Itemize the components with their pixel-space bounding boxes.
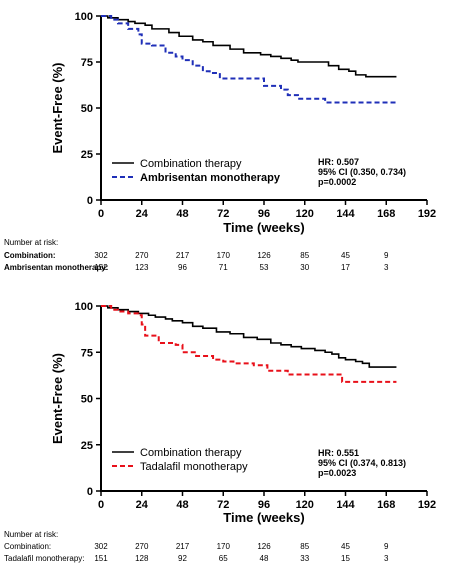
risk-value: 9 (384, 251, 389, 260)
risk-value: 65 (219, 554, 228, 563)
risk-value: 151 (94, 554, 108, 563)
x-axis-title: Time (weeks) (223, 510, 304, 525)
risk-value: 45 (341, 251, 350, 260)
legend-label: Combination therapy (140, 447, 242, 459)
risk-value: 270 (135, 542, 149, 551)
risk-value: 302 (94, 251, 108, 260)
risk-value: 9 (384, 542, 389, 551)
risk-row-label: Ambrisentan monotherapy: (4, 263, 108, 272)
risk-value: 15 (341, 554, 350, 563)
stats-annotation: 95% CI (0.350, 0.734) (318, 167, 406, 177)
chart-panel-1: 0 25 50 75 100 0 24 48 72 96 120 144 168 192 Time (wee… (4, 11, 436, 272)
risk-value: 85 (300, 251, 309, 260)
risk-value: 33 (300, 554, 309, 563)
risk-value: 53 (260, 263, 269, 272)
y-tick-label: 25 (81, 440, 93, 452)
risk-value: 85 (300, 542, 309, 551)
y-tick-label: 100 (75, 301, 93, 313)
y-tick-label: 0 (87, 195, 93, 207)
y-axis-title: Event-Free (%) (50, 62, 65, 153)
risk-row-label: Combination: (4, 542, 51, 551)
risk-value: 45 (341, 542, 350, 551)
risk-value: 152 (94, 263, 108, 272)
series-line-1 (101, 15, 397, 78)
x-tick-label: 0 (98, 499, 104, 511)
chart-panel-2: 0 25 50 75 100 0 24 48 72 96 120 144 168 192 Time (wee… (4, 301, 436, 563)
y-tick-label: 75 (81, 57, 93, 69)
x-tick-label: 48 (176, 208, 188, 220)
risk-value: 71 (219, 263, 228, 272)
x-tick-label: 144 (336, 208, 355, 220)
legend-label: Ambrisentan monotherapy (140, 172, 281, 184)
x-tick-label: 168 (377, 208, 395, 220)
risk-value: 270 (135, 251, 149, 260)
stats-annotation: p=0.0023 (318, 468, 356, 478)
risk-value: 128 (135, 554, 149, 563)
y-tick-label: 50 (81, 103, 93, 115)
risk-value: 96 (178, 263, 187, 272)
y-tick-label: 0 (87, 486, 93, 498)
x-tick-label: 24 (136, 499, 149, 511)
risk-value: 126 (257, 251, 271, 260)
y-tick-label: 25 (81, 149, 93, 161)
legend-label: Combination therapy (140, 158, 242, 170)
legend-label: Tadalafil monotherapy (140, 461, 248, 473)
risk-table-header: Number at risk: (4, 530, 58, 539)
risk-value: 302 (94, 542, 108, 551)
risk-value: 30 (300, 263, 309, 272)
risk-table-header: Number at risk: (4, 238, 58, 247)
x-axis-title: Time (weeks) (223, 220, 304, 235)
risk-value: 126 (257, 542, 271, 551)
x-tick-label: 144 (336, 499, 355, 511)
x-tick-label: 96 (258, 499, 270, 511)
risk-row-label: Tadalafil monotherapy: (4, 554, 85, 563)
series-line-2 (101, 305, 397, 383)
x-tick-label: 24 (136, 208, 149, 220)
risk-value: 170 (217, 542, 231, 551)
x-tick-label: 48 (176, 499, 188, 511)
x-tick-label: 0 (98, 208, 104, 220)
x-tick-label: 192 (418, 208, 436, 220)
y-tick-label: 75 (81, 347, 93, 359)
risk-value: 48 (260, 554, 269, 563)
series-line-2 (101, 15, 397, 104)
y-axis-title: Event-Free (%) (50, 353, 65, 444)
x-tick-label: 96 (258, 208, 270, 220)
stats-annotation: HR: 0.551 (318, 448, 359, 458)
stats-annotation: 95% CI (0.374, 0.813) (318, 458, 406, 468)
x-tick-label: 120 (296, 208, 314, 220)
risk-value: 3 (384, 554, 389, 563)
x-tick-label: 72 (217, 499, 229, 511)
x-tick-label: 120 (296, 499, 314, 511)
risk-value: 217 (176, 542, 190, 551)
risk-value: 17 (341, 263, 350, 272)
risk-value: 3 (384, 263, 389, 272)
risk-value: 92 (178, 554, 187, 563)
y-tick-label: 50 (81, 394, 93, 406)
risk-value: 123 (135, 263, 149, 272)
stats-annotation: HR: 0.507 (318, 157, 359, 167)
x-tick-label: 72 (217, 208, 229, 220)
risk-value: 170 (217, 251, 231, 260)
risk-row-label: Combination: (4, 251, 56, 260)
risk-value: 217 (176, 251, 190, 260)
stats-annotation: p=0.0002 (318, 177, 356, 187)
x-tick-label: 192 (418, 499, 436, 511)
y-tick-label: 100 (75, 11, 93, 23)
series-line-1 (101, 305, 397, 368)
x-tick-label: 168 (377, 499, 395, 511)
